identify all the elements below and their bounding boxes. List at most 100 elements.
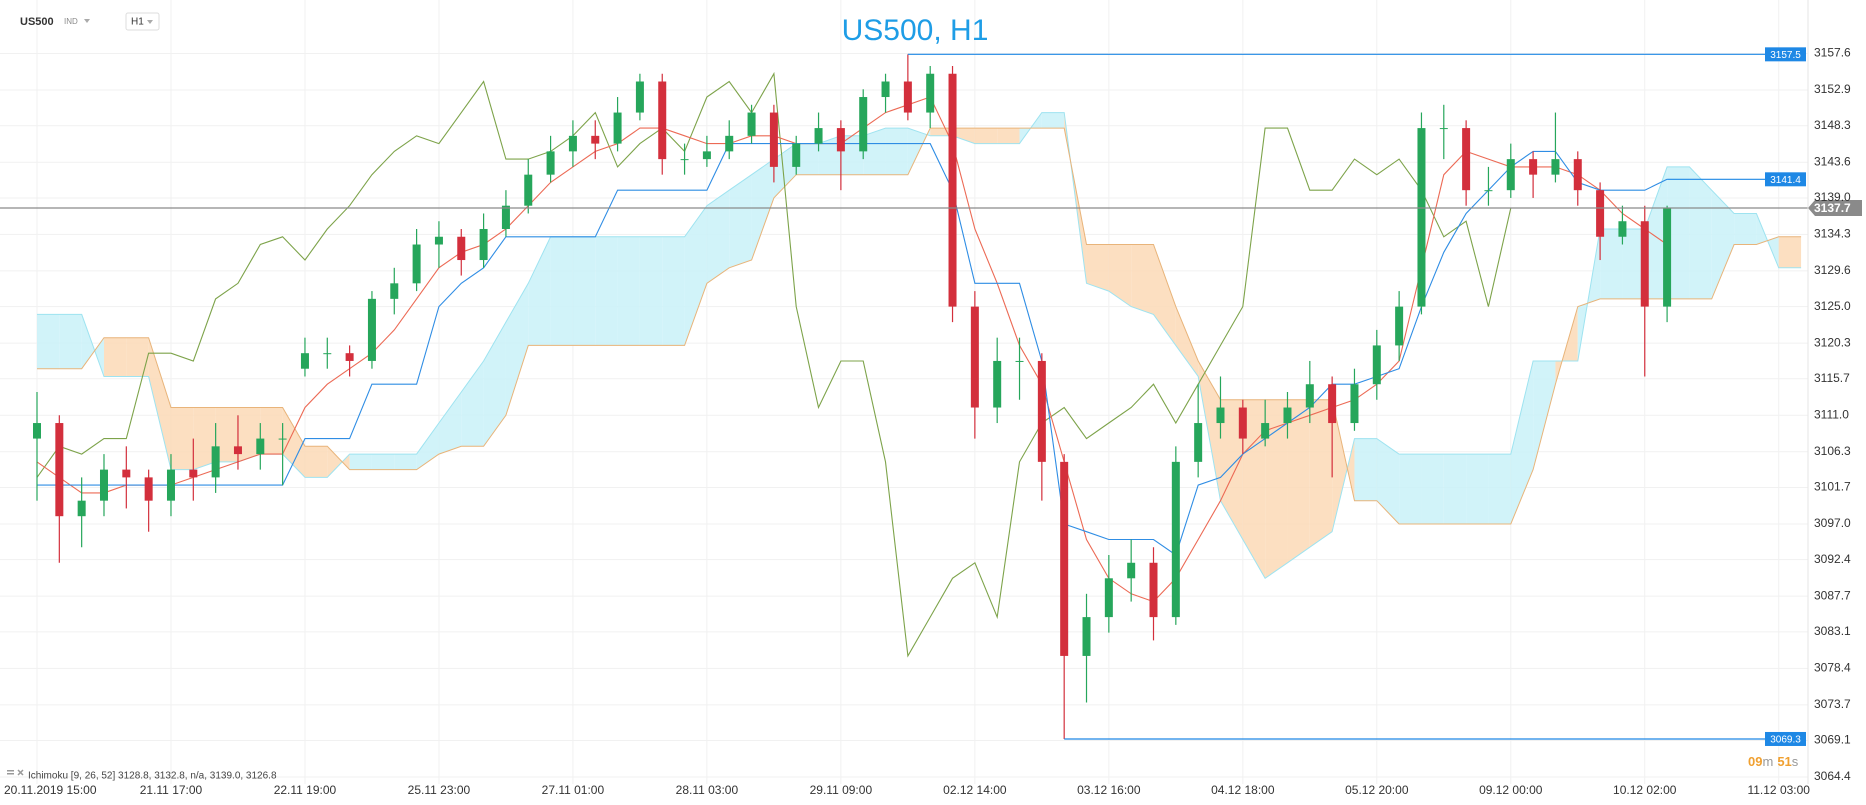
candle-body [635,81,644,113]
cloud-segment [1376,438,1400,524]
x-tick-label: 27.11 01:00 [542,783,605,797]
candles [33,54,1672,739]
price-tags: 3157.5 3069.3 3141.4 3137.7 [0,47,1862,746]
candle-body [1506,159,1515,191]
candle-body [166,469,175,501]
candle-body [859,97,868,152]
candle-body [769,112,778,167]
symbol[interactable]: US500 [20,16,54,28]
indicator-line [36,96,1668,603]
icon[interactable] [7,773,14,775]
candle-body [591,135,600,144]
cloud-segment [729,174,752,268]
candle-body [77,500,86,517]
ichimoku-cloud [37,112,1802,580]
symbol-dropdown[interactable] [84,19,90,23]
cloud-segment [1644,166,1668,299]
y-tick-label: 3092.4 [1814,552,1851,566]
candle-body [233,446,242,455]
cloud-segment [1265,399,1288,579]
timer-minutes: 09 [1748,754,1762,769]
candle-body [524,174,533,206]
price-tag-label: 3157.5 [1770,50,1801,61]
candle-body [33,423,41,439]
candle-body [256,438,265,455]
cloud-segment [371,454,395,470]
timeframe-dropdown[interactable] [147,20,153,24]
candle-body [836,128,845,152]
cloud-segment [818,135,841,175]
x-tick-label: 21.11 17:00 [140,783,203,797]
price-tag-label: 3069.3 [1770,735,1801,746]
cloud-segment [349,454,372,470]
senkou-span-b [37,127,1802,525]
candle-body [211,446,220,478]
candle-body [434,236,443,245]
market: IND [64,17,78,26]
price-tag [1765,731,1806,746]
cloud-segment [1711,190,1735,299]
candle-body [55,423,64,517]
y-tick-label: 3106.3 [1814,444,1851,458]
candle-body [1149,562,1158,618]
axes: 3157.6 3152.9 3148.3 3143.6 3139.0 3134.3 3129… [4,46,1851,797]
senkou-span-a [37,112,1802,580]
cloud-segment [394,454,417,470]
cloud-segment [148,337,171,470]
timer-unit: s [1792,754,1799,769]
candle-body [1305,384,1314,408]
cloud-segment [1354,438,1377,501]
candle-body [881,81,890,98]
candle-body [1283,407,1292,424]
candle-body [99,469,108,501]
cloud-segment [796,143,819,175]
cloud-segment [59,314,82,369]
cloud-segment [930,128,953,136]
candle-body [1328,384,1337,424]
candle-body [658,81,667,160]
candle-body [926,73,935,113]
y-tick-label: 3087.7 [1814,588,1851,602]
cloud-segment [237,407,261,462]
candle-body [568,135,577,152]
candle-body [1439,128,1448,130]
candle-body [189,469,198,478]
candle-body [613,112,622,144]
candle-body [1238,407,1247,439]
timer: 09m 51s [1748,754,1799,769]
candle-body [300,353,309,369]
x-tick-label: 04.12 18:00 [1211,783,1275,797]
cloud-segment [1220,399,1243,540]
cloud-segment [974,128,998,144]
candle-body [725,135,734,152]
cloud-segment [706,190,730,284]
cloud-segment [863,128,886,175]
icon[interactable] [17,769,24,776]
cloud-segment [170,407,194,470]
candle-body [1417,128,1426,307]
candle-body [1372,345,1381,385]
indicator-icons[interactable] [7,769,24,776]
timeframe[interactable]: H1 [131,17,144,28]
cloud-segment [260,407,283,455]
candle-body [1663,208,1672,307]
cloud-segment [1421,454,1444,524]
cloud-segment [1488,454,1511,524]
candle-body [948,73,957,307]
cloud-segment [1131,244,1154,315]
cloud-segment [483,322,506,447]
cloud-segment [282,407,305,478]
cloud-segment [572,236,596,346]
candle-body [323,353,332,355]
y-tick-label: 3134.3 [1814,227,1851,241]
timeframe-box[interactable] [125,12,160,31]
cloud-segment [505,283,529,416]
cloud-segment [1287,399,1310,563]
ichimoku-lines [36,71,1668,658]
candle-body [1127,562,1136,579]
icon[interactable] [7,770,14,772]
price-tag-label: 3141.4 [1770,175,1801,186]
cloud-segment [751,159,774,261]
